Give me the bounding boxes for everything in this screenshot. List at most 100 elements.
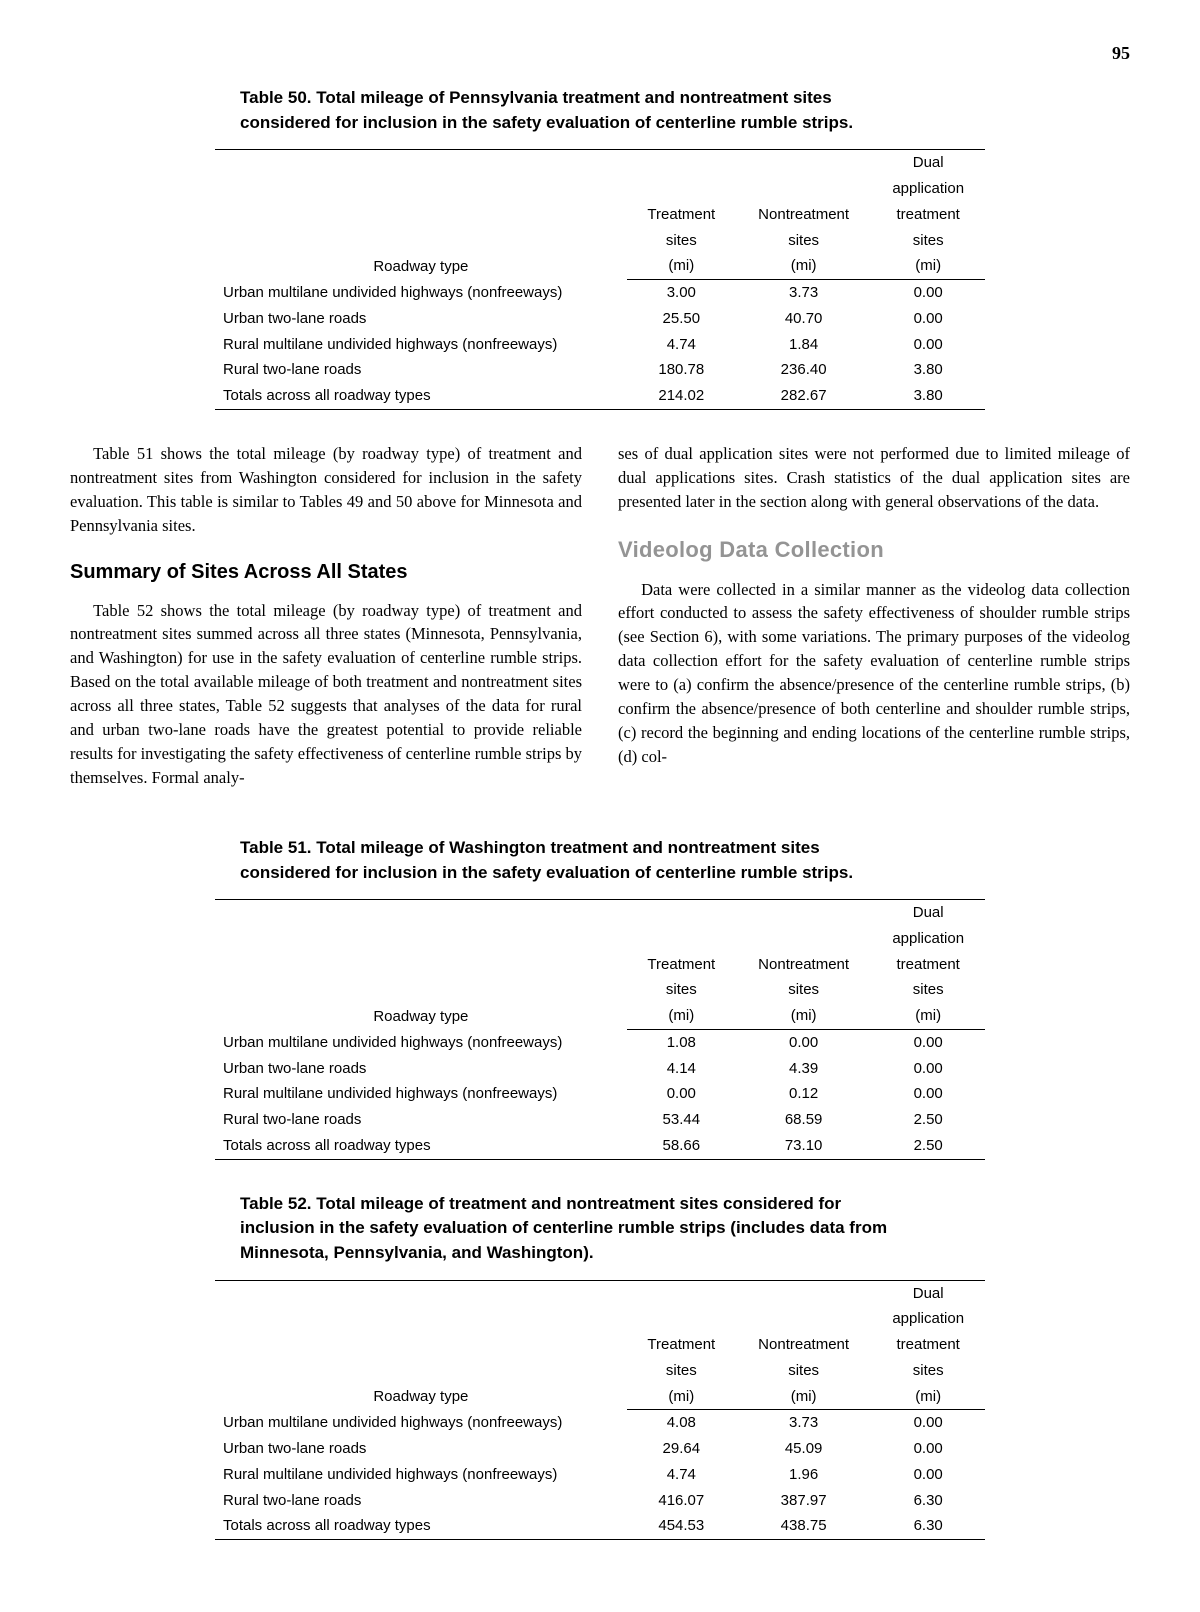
table-row: Rural multilane undivided highways (nonf…	[215, 332, 985, 358]
section-heading-summary: Summary of Sites Across All States	[70, 558, 582, 587]
col-roadway: Roadway type	[215, 150, 627, 280]
caption-text: Table 52. Total mileage of treatment and…	[240, 1194, 841, 1213]
table-row: Rural two-lane roads180.78236.403.80	[215, 357, 985, 383]
col-dual-l2: treatment	[871, 952, 985, 978]
table51-caption: Table 51. Total mileage of Washington tr…	[125, 836, 1075, 885]
table50: Roadway type Dual application Treatment …	[215, 149, 985, 410]
body-columns: Table 51 shows the total mileage (by roa…	[70, 442, 1130, 806]
cell: Rural multilane undivided highways (nonf…	[215, 332, 627, 358]
cell: Urban multilane undivided highways (nonf…	[215, 280, 627, 306]
cell: 1.08	[627, 1029, 736, 1055]
cell: Rural two-lane roads	[215, 1107, 627, 1133]
col-dual-l2: treatment	[871, 202, 985, 228]
col-n-l1: Nontreatment	[736, 952, 871, 978]
cell: 0.00	[871, 1029, 985, 1055]
cell: Totals across all roadway types	[215, 1133, 627, 1159]
cell: 0.00	[871, 1056, 985, 1082]
cell: 0.00	[871, 332, 985, 358]
cell: 236.40	[736, 357, 871, 383]
col-dual-l2: treatment	[871, 1332, 985, 1358]
blank	[627, 900, 736, 926]
table-row: Totals across all roadway types214.02282…	[215, 383, 985, 409]
col-n-l3: (mi)	[736, 1003, 871, 1029]
cell: 3.73	[736, 280, 871, 306]
caption-text: Minnesota, Pennsylvania, and Washington)…	[240, 1243, 594, 1262]
blank	[736, 900, 871, 926]
col-dual-l4: (mi)	[871, 1384, 985, 1410]
col-dual-l3: sites	[871, 228, 985, 254]
cell: 0.00	[871, 306, 985, 332]
cell: Totals across all roadway types	[215, 1513, 627, 1539]
col-n-l3: (mi)	[736, 253, 871, 279]
cell: 0.00	[871, 1462, 985, 1488]
body-paragraph: Table 52 shows the total mileage (by roa…	[70, 599, 582, 790]
col-n-l2: sites	[736, 977, 871, 1003]
col-dual-l0: Dual	[871, 900, 985, 926]
col-dual-l1: application	[871, 926, 985, 952]
table-row: Urban multilane undivided highways (nonf…	[215, 280, 985, 306]
cell: 454.53	[627, 1513, 736, 1539]
col-t-l2: sites	[627, 1358, 736, 1384]
cell: 6.30	[871, 1513, 985, 1539]
cell: 0.00	[871, 280, 985, 306]
cell: Totals across all roadway types	[215, 383, 627, 409]
cell: Urban two-lane roads	[215, 306, 627, 332]
blank	[627, 1306, 736, 1332]
table-row: Urban two-lane roads25.5040.700.00	[215, 306, 985, 332]
col-dual-l3: sites	[871, 1358, 985, 1384]
col-n-l2: sites	[736, 1358, 871, 1384]
cell: 4.74	[627, 332, 736, 358]
blank	[736, 176, 871, 202]
body-paragraph: Data were collected in a similar manner …	[618, 578, 1130, 769]
blank	[736, 150, 871, 176]
cell: Urban multilane undivided highways (nonf…	[215, 1029, 627, 1055]
blank	[627, 176, 736, 202]
cell: 2.50	[871, 1133, 985, 1159]
table50-wrap: Roadway type Dual application Treatment …	[70, 149, 1130, 410]
table52-wrap: Roadway type Dual application Treatment …	[70, 1280, 1130, 1541]
blank	[627, 926, 736, 952]
cell: 25.50	[627, 306, 736, 332]
body-paragraph: ses of dual application sites were not p…	[618, 442, 1130, 514]
cell: 180.78	[627, 357, 736, 383]
cell: Urban two-lane roads	[215, 1436, 627, 1462]
blank	[736, 1306, 871, 1332]
cell: 40.70	[736, 306, 871, 332]
blank	[736, 926, 871, 952]
blank	[627, 150, 736, 176]
cell: 0.00	[736, 1029, 871, 1055]
col-dual-l0: Dual	[871, 150, 985, 176]
cell: 68.59	[736, 1107, 871, 1133]
cell: 73.10	[736, 1133, 871, 1159]
col-n-l2: sites	[736, 228, 871, 254]
table-row: Urban multilane undivided highways (nonf…	[215, 1410, 985, 1436]
cell: 4.39	[736, 1056, 871, 1082]
col-roadway: Roadway type	[215, 1280, 627, 1410]
col-dual-l1: application	[871, 1306, 985, 1332]
cell: Urban two-lane roads	[215, 1056, 627, 1082]
cell: 45.09	[736, 1436, 871, 1462]
col-n-l3: (mi)	[736, 1384, 871, 1410]
table-row: Rural multilane undivided highways (nonf…	[215, 1081, 985, 1107]
cell: 29.64	[627, 1436, 736, 1462]
blank	[736, 1280, 871, 1306]
col-t-l1: Treatment	[627, 1332, 736, 1358]
cell: 4.08	[627, 1410, 736, 1436]
cell: 0.12	[736, 1081, 871, 1107]
table-row: Totals across all roadway types454.53438…	[215, 1513, 985, 1539]
cell: 0.00	[871, 1436, 985, 1462]
cell: 214.02	[627, 383, 736, 409]
cell: 282.67	[736, 383, 871, 409]
section-heading-videolog: Videolog Data Collection	[618, 534, 1130, 566]
cell: 53.44	[627, 1107, 736, 1133]
col-dual-l4: (mi)	[871, 1003, 985, 1029]
cell: 4.14	[627, 1056, 736, 1082]
cell: 0.00	[627, 1081, 736, 1107]
cell: Rural multilane undivided highways (nonf…	[215, 1462, 627, 1488]
cell: 58.66	[627, 1133, 736, 1159]
cell: 438.75	[736, 1513, 871, 1539]
col-t-l2: sites	[627, 228, 736, 254]
col-dual-l4: (mi)	[871, 253, 985, 279]
cell: 3.00	[627, 280, 736, 306]
col-t-l2: sites	[627, 977, 736, 1003]
